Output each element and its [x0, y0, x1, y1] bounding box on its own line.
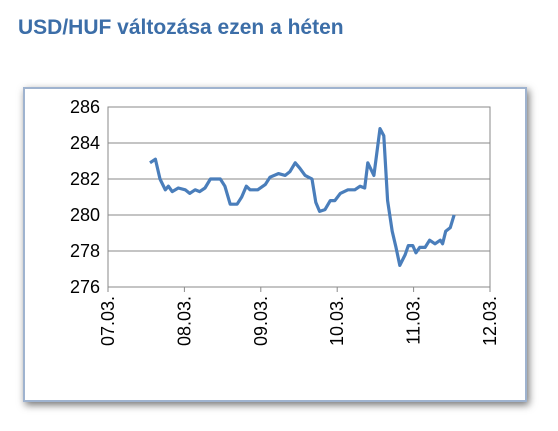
x-tick-label: 11.03. [404, 296, 424, 345]
chart-title: USD/HUF változása ezen a héten [18, 16, 344, 39]
y-tick-label: 278 [70, 241, 100, 261]
y-tick-label: 282 [70, 169, 100, 189]
line-series [149, 127, 456, 267]
x-tick-label: 09.03. [251, 296, 271, 346]
x-tick-label: 08.03. [174, 296, 194, 346]
y-tick-label: 280 [70, 205, 100, 225]
x-tick-label: 10.03. [327, 296, 347, 346]
y-tick-label: 286 [70, 97, 100, 117]
y-tick-label: 276 [70, 277, 100, 297]
plot-border [107, 106, 491, 288]
x-tick-label: 12.03. [480, 296, 500, 346]
y-tick-label: 284 [70, 133, 100, 153]
x-tick-label: 07.03. [98, 296, 118, 346]
